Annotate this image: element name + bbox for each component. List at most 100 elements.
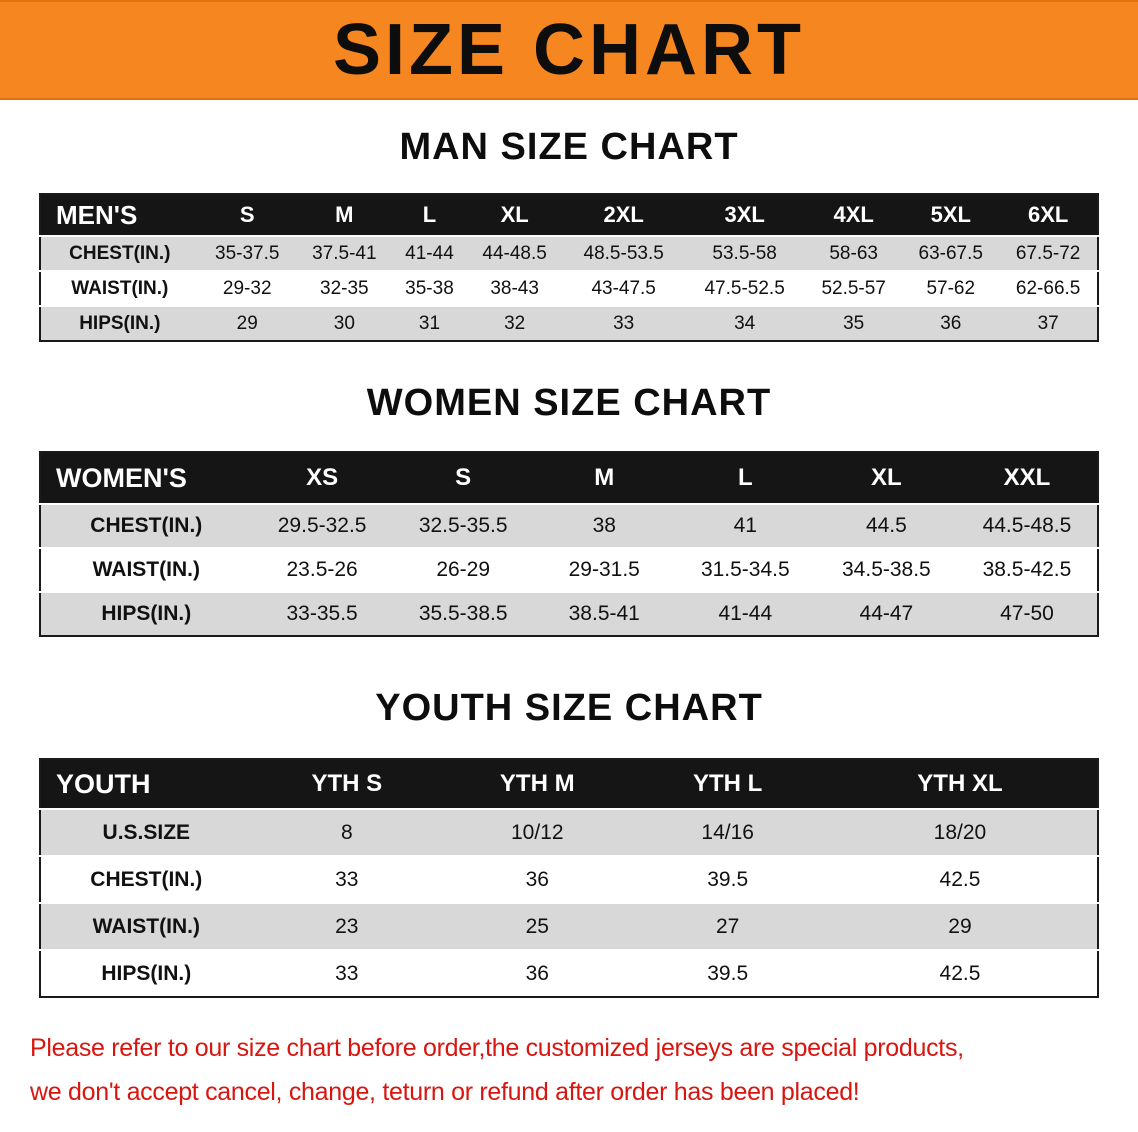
row-label: WAIST(IN.) [71, 277, 169, 299]
size-header-cell: YTH M [442, 759, 633, 810]
man-section-heading: MAN SIZE CHART [399, 126, 739, 168]
youth-size-section: YOUTH SIZE CHART YOUTH YTH S YTH M YTH L YTH… [0, 687, 1138, 998]
value-cell: 31.5-34.5 [700, 558, 790, 581]
value-cell: 32-35 [320, 277, 369, 299]
row-label: HIPS(IN.) [101, 961, 192, 985]
value-cell: 33 [335, 961, 359, 985]
table-title-cell: MEN'S [40, 194, 199, 237]
size-header-cell: M [295, 194, 393, 237]
table-row: WAIST(IN.) 23.5-26 26-29 29-31.5 31.5-34.5 34… [40, 548, 1098, 592]
banner: SIZE CHART [0, 0, 1138, 100]
value-cell: 29 [948, 914, 972, 938]
row-label: CHEST(IN.) [90, 867, 203, 891]
size-header-cell: L [392, 194, 467, 237]
value-cell: 38.5-42.5 [982, 558, 1072, 581]
value-cell: 44.5-48.5 [982, 514, 1072, 537]
value-cell: 35-37.5 [215, 242, 280, 264]
value-cell: 29 [236, 312, 258, 334]
value-cell: 25 [525, 914, 549, 938]
row-label: CHEST(IN.) [90, 514, 203, 537]
value-cell: 41-44 [718, 602, 773, 625]
value-cell: 27 [716, 914, 740, 938]
size-header-cell: S [392, 452, 534, 505]
table-row: WAIST(IN.) 29-32 32-35 35-38 38-43 43-47.5 47.… [40, 271, 1098, 306]
value-cell: 38.5-41 [568, 602, 640, 625]
value-cell: 48.5-53.5 [583, 242, 664, 264]
size-header-cell: 3XL [684, 194, 806, 237]
value-cell: 31 [418, 312, 441, 334]
table-title-cell: WOMEN'S [40, 452, 252, 505]
table-header-row: MEN'S S M L XL 2XL 3XL 4XL 5XL 6XL [40, 194, 1098, 237]
table-header-row: WOMEN'S XS S M L XL XXL [40, 452, 1098, 505]
size-header-cell: S [198, 194, 296, 237]
size-header-cell: L [674, 452, 816, 505]
table-row: CHEST(IN.) 29.5-32.5 32.5-35.5 38 41 44.5 44.5… [40, 504, 1098, 548]
table-row: HIPS(IN.) 33-35.5 35.5-38.5 38.5-41 41-44 44-… [40, 592, 1098, 636]
disclaimer-line-2: we don't accept cancel, change, teturn o… [30, 1078, 860, 1106]
row-label: WAIST(IN.) [92, 558, 200, 581]
table-row: U.S.SIZE 8 10/12 14/16 18/20 [40, 809, 1098, 856]
value-cell: 10/12 [510, 820, 564, 844]
disclaimer: Please refer to our size chart before or… [0, 1026, 1138, 1114]
youth-section-heading: YOUTH SIZE CHART [375, 687, 763, 729]
value-cell: 30 [333, 312, 355, 334]
size-header-cell: 2XL [563, 194, 685, 237]
value-cell: 52.5-57 [821, 277, 886, 299]
table-row: CHEST(IN.) 35-37.5 37.5-41 41-44 44-48.5 48.5… [40, 236, 1098, 271]
row-label: HIPS(IN.) [79, 312, 161, 334]
size-header-cell: 6XL [999, 194, 1098, 237]
value-cell: 8 [340, 820, 353, 844]
value-cell: 38 [592, 514, 616, 537]
value-cell: 29-31.5 [568, 558, 640, 581]
value-cell: 36 [525, 867, 549, 891]
value-cell: 36 [525, 961, 549, 985]
value-cell: 35-38 [405, 277, 454, 299]
value-cell: 39.5 [707, 961, 749, 985]
value-cell: 58-63 [829, 242, 878, 264]
value-cell: 33 [613, 312, 635, 334]
value-cell: 41 [733, 514, 757, 537]
value-cell: 53.5-58 [712, 242, 777, 264]
size-header-cell: YTH S [251, 759, 443, 810]
value-cell: 37 [1037, 312, 1059, 334]
value-cell: 23.5-26 [286, 558, 358, 581]
size-header-cell: YTH XL [822, 759, 1098, 810]
table-row: CHEST(IN.) 33 36 39.5 42.5 [40, 856, 1098, 903]
table-title-cell: YOUTH [40, 759, 252, 810]
size-header-cell: XL [815, 452, 957, 505]
value-cell: 41-44 [405, 242, 454, 264]
value-cell: 42.5 [939, 961, 981, 985]
value-cell: 38-43 [490, 277, 539, 299]
value-cell: 26-29 [436, 558, 491, 581]
value-cell: 37.5-41 [312, 242, 377, 264]
value-cell: 33-35.5 [286, 602, 358, 625]
size-header-cell: XS [251, 452, 393, 505]
table-row: WAIST(IN.) 23 25 27 29 [40, 903, 1098, 950]
womens-size-table: WOMEN'S XS S M L XL XXL CHEST(IN.) 29.5-32.5 32.5… [39, 451, 1099, 637]
table-row: HIPS(IN.) 33 36 39.5 42.5 [40, 950, 1098, 997]
value-cell: 67.5-72 [1015, 242, 1081, 264]
value-cell: 47.5-52.5 [704, 277, 785, 299]
row-label: U.S.SIZE [102, 820, 191, 844]
value-cell: 62-66.5 [1015, 277, 1081, 299]
value-cell: 44-47 [859, 602, 914, 625]
women-size-section: WOMEN SIZE CHART WOMEN'S XS S M L XL XXL CHEST(… [0, 382, 1138, 637]
value-cell: 34 [734, 312, 756, 334]
row-label: HIPS(IN.) [101, 602, 192, 625]
man-size-section: MAN SIZE CHART MEN'S S M L XL 2XL 3XL 4XL 5XL 6XL… [0, 126, 1138, 342]
value-cell: 34.5-38.5 [842, 558, 931, 581]
value-cell: 33 [335, 867, 359, 891]
disclaimer-line-1: Please refer to our size chart before or… [30, 1034, 964, 1062]
value-cell: 36 [940, 312, 962, 334]
size-header-cell: XL [466, 194, 564, 237]
page-title: SIZE CHART [333, 10, 805, 90]
value-cell: 35 [843, 312, 865, 334]
value-cell: 23 [335, 914, 359, 938]
youth-size-table: YOUTH YTH S YTH M YTH L YTH XL U.S.SIZE 8 10/12… [39, 758, 1099, 998]
value-cell: 42.5 [939, 867, 981, 891]
size-header-cell: M [533, 452, 675, 505]
value-cell: 44-48.5 [482, 242, 547, 264]
size-header-cell: XXL [956, 452, 1098, 505]
women-section-heading: WOMEN SIZE CHART [366, 382, 772, 424]
size-header-cell: 5XL [902, 194, 1000, 237]
